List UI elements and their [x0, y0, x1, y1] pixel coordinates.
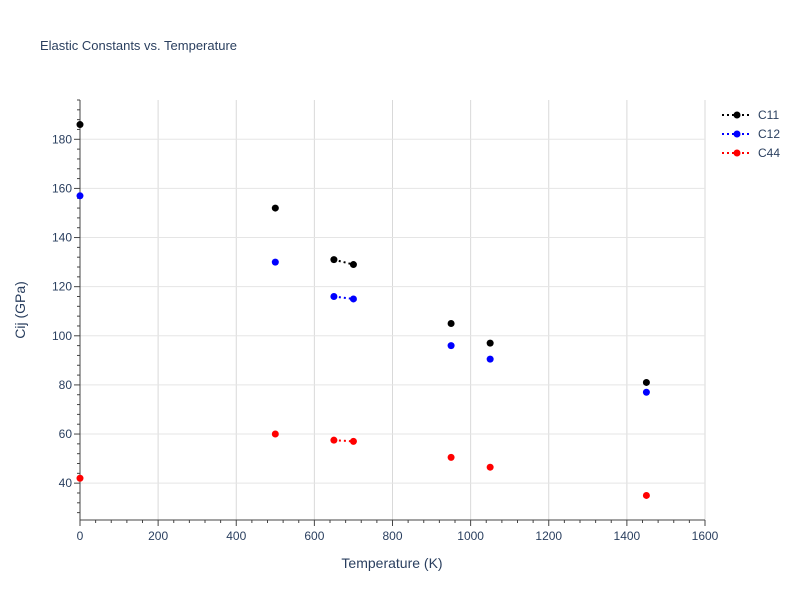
- legend-label: C12: [758, 127, 780, 141]
- y-tick-label: 100: [52, 329, 72, 343]
- data-point[interactable]: [642, 491, 650, 499]
- data-point[interactable]: [330, 436, 338, 444]
- x-tick-label: 0: [77, 529, 84, 543]
- x-tick-label: 1200: [535, 529, 562, 543]
- legend-item-C11[interactable]: C11: [722, 108, 779, 122]
- data-point[interactable]: [486, 355, 494, 363]
- data-point[interactable]: [271, 204, 279, 212]
- data-point[interactable]: [271, 430, 279, 438]
- x-axis-title: Temperature (K): [341, 555, 442, 571]
- legend-item-C44[interactable]: C44: [722, 146, 780, 160]
- data-point[interactable]: [330, 292, 338, 300]
- x-tick-label: 1400: [614, 529, 641, 543]
- y-axis-title: Cij (GPa): [12, 281, 28, 339]
- y-tick-label: 80: [59, 378, 73, 392]
- x-tick-label: 1600: [692, 529, 719, 543]
- data-point[interactable]: [349, 261, 357, 269]
- data-point[interactable]: [349, 437, 357, 445]
- data-point[interactable]: [447, 453, 455, 461]
- legend-item-C12[interactable]: C12: [722, 127, 780, 141]
- legend[interactable]: C11 C12 C44: [722, 108, 780, 160]
- data-point[interactable]: [349, 295, 357, 303]
- x-tick-label: 600: [304, 529, 324, 543]
- legend-marker: [733, 130, 741, 138]
- data-point[interactable]: [486, 463, 494, 471]
- y-tick-label: 160: [52, 181, 72, 195]
- data-point[interactable]: [447, 342, 455, 350]
- legend-marker: [733, 111, 741, 119]
- axes: 0 200 400 600 800 1000 1200 1400 1600 40 60 80 100 12…: [52, 99, 719, 543]
- legend-label: C11: [758, 108, 779, 122]
- x-tick-label: 1000: [457, 529, 484, 543]
- x-tick-label: 800: [382, 529, 402, 543]
- series-layer: [76, 121, 650, 499]
- y-tick-label: 180: [52, 132, 72, 146]
- x-tick-label: 200: [148, 529, 168, 543]
- y-tick-label: 120: [52, 280, 72, 294]
- data-point[interactable]: [76, 121, 84, 129]
- series-C11: [76, 121, 650, 386]
- grid: [80, 100, 706, 520]
- data-point[interactable]: [271, 258, 279, 266]
- data-point[interactable]: [486, 339, 494, 347]
- chart-title: Elastic Constants vs. Temperature: [40, 38, 237, 53]
- data-point[interactable]: [330, 256, 338, 264]
- y-tick-label: 140: [52, 231, 72, 245]
- series-C44: [76, 430, 650, 499]
- data-point[interactable]: [76, 474, 84, 482]
- legend-marker: [733, 149, 741, 157]
- x-tick-label: 400: [226, 529, 246, 543]
- data-point[interactable]: [642, 378, 650, 386]
- legend-label: C44: [758, 146, 780, 160]
- series-C12: [76, 192, 650, 396]
- y-tick-label: 60: [59, 427, 73, 441]
- data-point[interactable]: [642, 388, 650, 396]
- data-point[interactable]: [76, 192, 84, 200]
- y-tick-label: 40: [59, 476, 73, 490]
- data-point[interactable]: [447, 320, 455, 328]
